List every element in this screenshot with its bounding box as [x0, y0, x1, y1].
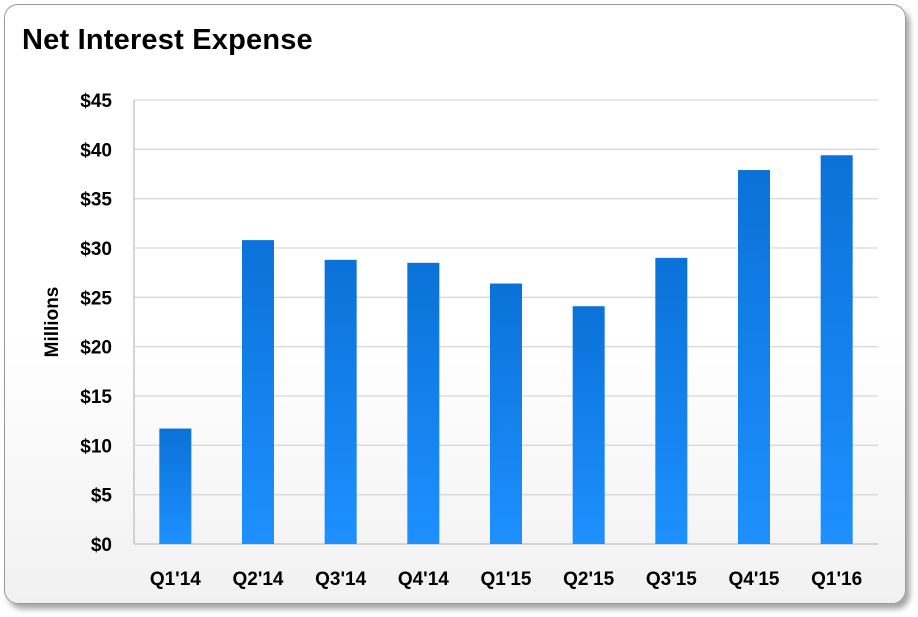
y-tick-label: $5: [91, 486, 113, 507]
y-tick-label: $45: [80, 91, 112, 112]
bar: [490, 283, 522, 544]
bar: [572, 306, 605, 544]
y-tick-label: $35: [80, 190, 112, 211]
x-tick-label: Q1'14: [150, 569, 201, 590]
chart-title: Net Interest Expense: [22, 24, 313, 56]
bar: [324, 259, 357, 544]
x-tick-label: Q2'14: [233, 569, 284, 590]
y-tick-label: $40: [80, 140, 112, 161]
y-tick-label: $10: [80, 436, 112, 457]
x-tick-labels: Q1'14 Q2'14 Q3'14 Q4'14 Q1'15 Q2'15 Q3'15 Q4'15…: [150, 569, 862, 590]
y-tick-label: $25: [80, 288, 112, 309]
y-axis-label: Millions: [42, 287, 63, 358]
x-tick-label: Q4'14: [398, 569, 449, 590]
y-tick-label: $20: [80, 338, 112, 359]
x-tick-label: Q3'15: [646, 569, 697, 590]
x-tick-label: Q3'14: [315, 569, 366, 590]
y-tick-label: $0: [91, 535, 112, 556]
bar: [738, 170, 770, 544]
y-tick-label: $30: [80, 239, 112, 260]
bar: [655, 257, 688, 544]
x-tick-label: Q4'15: [729, 569, 780, 590]
bar: [407, 262, 440, 544]
x-tick-label: Q1'15: [481, 569, 532, 590]
bar: [159, 428, 192, 544]
x-tick-label: Q1'16: [811, 569, 862, 590]
y-tick-label: $15: [80, 387, 112, 408]
bar: [820, 155, 853, 544]
bar: [242, 240, 274, 544]
x-tick-label: Q2'15: [563, 569, 614, 590]
y-tick-labels: $0 $5 $10 $15 $20 $25 $30 $35 $40 $45: [80, 91, 112, 556]
bars: [159, 155, 853, 544]
